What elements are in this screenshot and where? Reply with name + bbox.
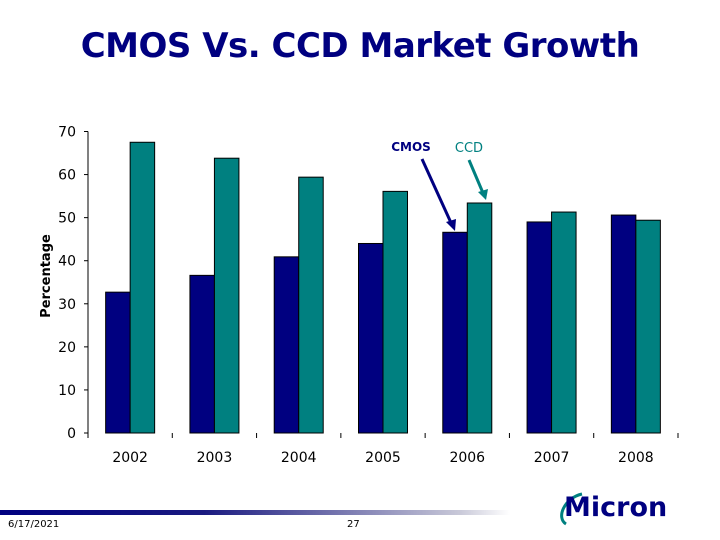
arrow-ccd — [467, 159, 485, 194]
y-tick-label: 0 — [67, 426, 76, 442]
x-tick-label: 2005 — [365, 450, 401, 466]
y-tick-label: 70 — [58, 125, 76, 141]
x-tick-label: 2006 — [449, 450, 485, 466]
y-tick-label: 40 — [58, 254, 76, 270]
x-tick-label: 2007 — [534, 450, 570, 466]
bar-cmos-2002 — [105, 291, 131, 434]
bar-ccd-2004 — [298, 176, 324, 434]
bar-cmos-2004 — [273, 256, 300, 434]
bar-cmos-2007 — [526, 221, 553, 434]
y-tick-label: 10 — [58, 383, 76, 399]
bars — [105, 141, 661, 434]
bar-ccd-2003 — [213, 157, 240, 434]
y-tick-label: 60 — [58, 168, 76, 184]
annotation-label-ccd: CCD — [455, 141, 483, 156]
svg-text:Micron: Micron — [564, 492, 667, 523]
bar-ccd-2002 — [129, 141, 156, 434]
bar-cmos-2006 — [442, 231, 468, 434]
x-tick-label: 2002 — [112, 450, 148, 466]
arrow-head-cmos — [446, 219, 456, 231]
slide-title: CMOS Vs. CCD Market Growth — [80, 26, 640, 66]
annotation-label-cmos: CMOS — [391, 140, 431, 154]
y-axis-label: Percentage — [39, 234, 54, 318]
bar-ccd-2006 — [466, 202, 493, 434]
bar-cmos-2008 — [610, 214, 637, 434]
x-tick-label: 2004 — [281, 450, 317, 466]
bar-ccd-2008 — [635, 219, 661, 434]
footer-divider — [0, 510, 510, 515]
arrow-cmos — [420, 158, 454, 226]
axes: 0 10 20 30 40 50 60 70 2002 2003 2004 2005 2006 2007 2… — [58, 125, 679, 466]
page-number: 27 — [347, 519, 360, 530]
micron-logo: Micron — [560, 492, 667, 526]
bar-ccd-2005 — [382, 190, 408, 434]
bar-cmos-2005 — [358, 242, 384, 434]
y-tick-label: 30 — [58, 297, 76, 313]
annotation-cmos: CMOS — [391, 140, 456, 231]
bar-cmos-2003 — [189, 274, 215, 434]
slide-date: 6/17/2021 — [8, 519, 60, 530]
annotation-ccd: CCD — [455, 141, 488, 200]
x-tick-label: 2008 — [618, 450, 654, 466]
bar-ccd-2007 — [551, 211, 577, 434]
arrow-head-ccd — [478, 189, 488, 200]
y-tick-label: 50 — [58, 211, 76, 227]
y-tick-label: 20 — [58, 340, 76, 356]
x-tick-label: 2003 — [197, 450, 233, 466]
